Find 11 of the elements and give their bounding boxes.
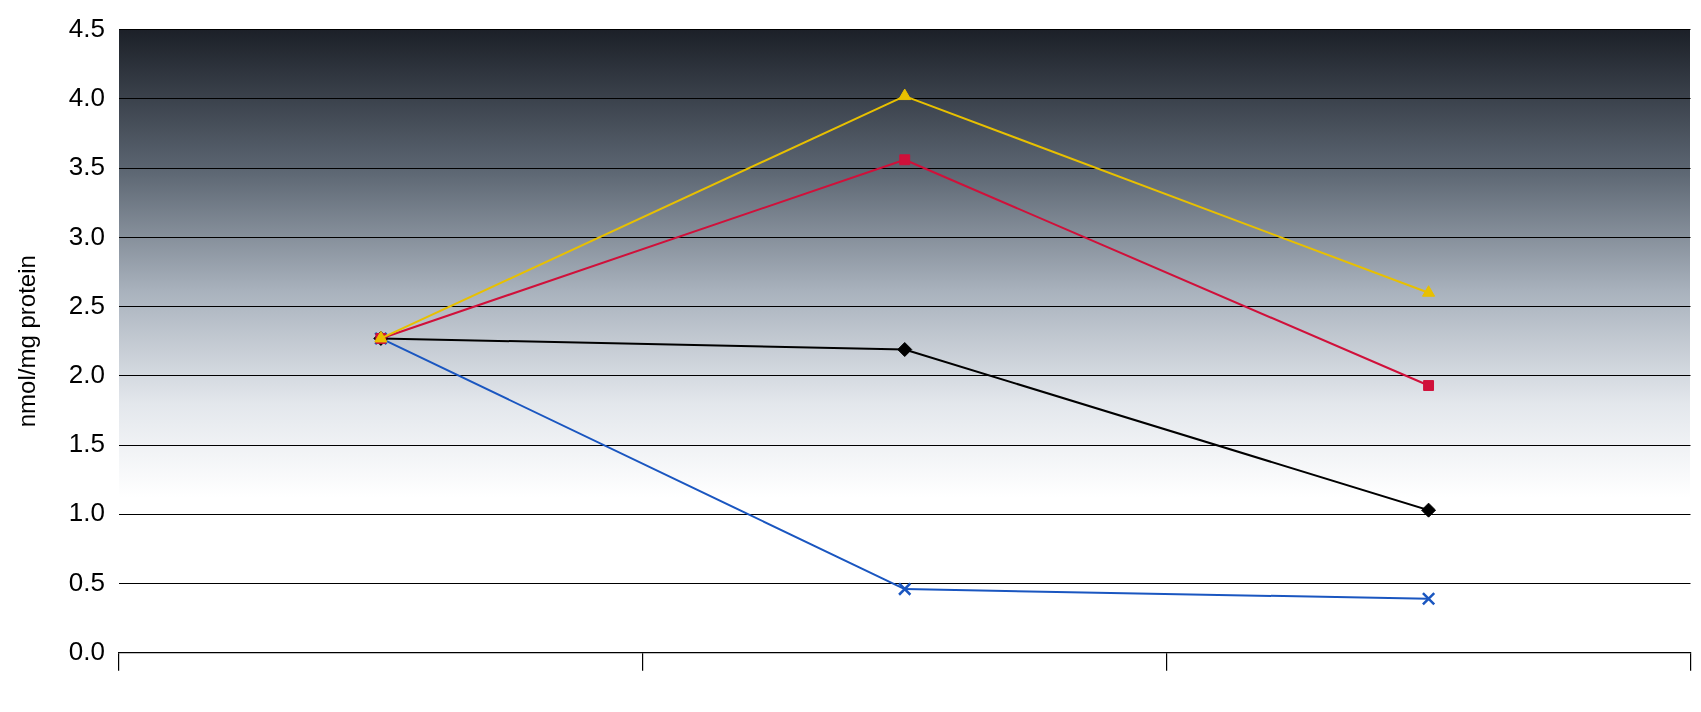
y-tick-label: 4.5 — [68, 12, 105, 43]
y-axis-title: nmol/mg protein — [13, 255, 41, 428]
y-tick-label: 3.0 — [68, 220, 105, 251]
y-tick-label: 1.5 — [68, 428, 105, 459]
y-tick-label: 2.5 — [68, 289, 105, 320]
y-tick-label: 4.0 — [68, 82, 105, 113]
y-tick-label: 3.5 — [68, 151, 105, 182]
y-tick-label: 2.0 — [68, 358, 105, 389]
y-tick-label: 0.5 — [68, 566, 105, 597]
y-tick-label: 1.0 — [68, 497, 105, 528]
y-tick-label: 0.0 — [68, 635, 105, 666]
